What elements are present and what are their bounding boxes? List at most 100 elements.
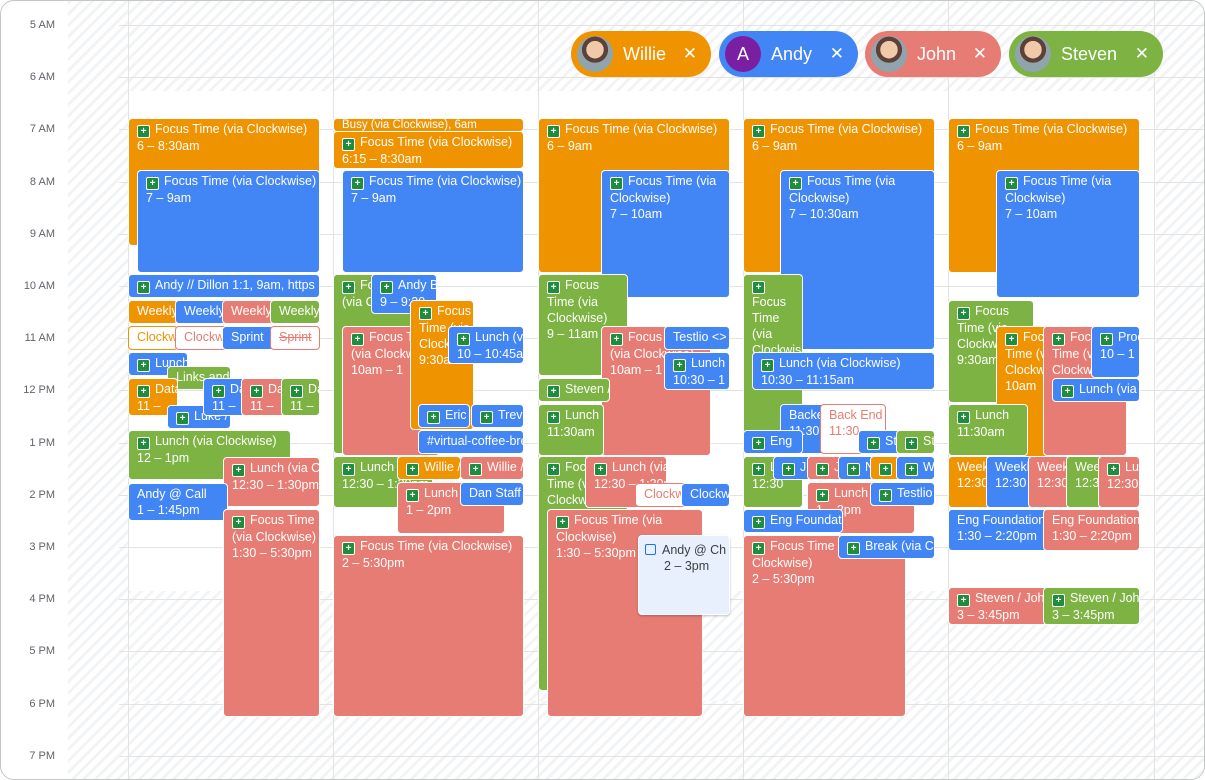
calendar-event[interactable]: +J [773, 456, 813, 480]
calendar-event[interactable]: + St [858, 430, 902, 454]
event-time: 7 – 10:30am [789, 207, 859, 221]
person-chip-andy[interactable]: A Andy ✕ [719, 31, 858, 77]
calendar-event[interactable]: + Focus Time (via Clockwise) 6:15 – 8:30am [333, 131, 524, 169]
calendar-event[interactable]: + Lunch 11:30am [948, 404, 1028, 456]
calendar-event[interactable]: + Focus Time (via Clockwise) 7 – 10am [996, 170, 1140, 298]
close-icon[interactable]: ✕ [829, 44, 844, 63]
calendar-event[interactable]: + Lunch (via Clockwise) [1052, 378, 1140, 402]
event-title-text: Focus Time (via Clockwise) [556, 513, 663, 544]
clockwise-icon: + [957, 411, 970, 424]
event-title: +Focus Time (via Clockwise) [351, 173, 523, 190]
calendar-event[interactable]: + Willie / Dan [397, 456, 461, 480]
calendar-event[interactable]: + Steven / John [538, 378, 610, 402]
off-hours-shading [68, 1, 128, 779]
calendar-event[interactable]: + Da 11 – [281, 378, 320, 416]
close-icon[interactable]: ✕ [972, 44, 987, 63]
calendar-event[interactable]: +W [896, 456, 935, 480]
event-time: 1:30 – 5:30pm [232, 546, 312, 560]
clockwise-icon: + [673, 359, 686, 372]
event-title: + Lunch (via Clockwise) [457, 329, 523, 346]
clockwise-icon: + [816, 489, 829, 502]
calendar-event[interactable]: +Lunch (via Clockwise)12:30 – 1:30pm [585, 456, 667, 508]
event-title-text: Focus Time (via Clockwise) [565, 122, 718, 136]
calendar-event[interactable]: + Focus Time (via Clockwise) 1:30 – 5:30pm [223, 509, 320, 717]
calendar-event[interactable]: Weekly [175, 300, 227, 324]
calendar-event[interactable]: + St [896, 430, 935, 454]
clockwise-icon: + [342, 281, 355, 294]
calendar-event[interactable]: Eng Foundations 1:30 – 2:20pm [948, 509, 1048, 551]
close-icon[interactable]: ✕ [682, 44, 697, 63]
event-time: 11 – [212, 399, 236, 413]
event-title-text: Focus Time (via Clockwise) [232, 513, 317, 544]
calendar-event[interactable]: + Focus Time (via Clockwise) 7 – 10:30am [780, 170, 935, 350]
calendar-event[interactable]: + Willie / Dan [460, 456, 524, 480]
person-chip-john[interactable]: John ✕ [865, 31, 1001, 77]
calendar-event[interactable]: + Trevor [471, 404, 524, 428]
calendar-event[interactable]: + Lunch (via Clockwise) 10:30 – 11:15am [752, 352, 935, 390]
calendar-event[interactable]: + Lunch (via Clockwise) 10 – 10:45am [448, 326, 524, 364]
clockwise-icon: + [342, 542, 355, 555]
calendar-event[interactable]: + Steven / John 3 – 3:45pm [1043, 587, 1140, 625]
event-title-text: Lunch (via Clockwise) [565, 408, 603, 422]
event-title: +Focus Time (via Clockwise) [752, 538, 905, 571]
calendar-event[interactable]: Sprint [270, 326, 320, 350]
event-title-text: Clockwise [690, 487, 730, 501]
clockwise-icon: + [419, 307, 432, 320]
clockwise-icon: + [232, 464, 245, 477]
calendar-event[interactable]: + Lunch 12:30 [1098, 456, 1140, 508]
calendar-event[interactable]: Weekly [222, 300, 274, 324]
calendar-event[interactable]: + Lunch (via Clockwise) 10:30 – 1 [664, 352, 730, 390]
event-time: 2 – 5:30pm [752, 572, 815, 586]
calendar-event[interactable]: Weekly [128, 300, 178, 324]
event-title-text: Focus Time (via Clockwise) [369, 174, 522, 188]
calendar-event[interactable]: + Product 10 – 1 [1091, 326, 1140, 378]
clockwise-icon: + [905, 437, 918, 450]
calendar-event[interactable]: + Steven / John 3 – 3:45pm [948, 587, 1048, 625]
calendar-event[interactable]: Testlio <> Clockwise [664, 326, 730, 350]
calendar-event[interactable]: + Focus Time (via Clockwise) 7 – 9am [342, 170, 524, 273]
calendar-event[interactable]: Clockwise [681, 483, 730, 507]
clockwise-icon: + [1005, 333, 1018, 346]
calendar-event[interactable]: + Focus Time (via Clockwise) 2 – 5:30pm [743, 535, 906, 717]
event-time: 11 – [250, 399, 274, 413]
event-title-text: Steven / John [565, 382, 609, 396]
calendar-event[interactable]: + Focus Time (via Clockwise) 7 – 9am [137, 170, 320, 273]
calendar-event[interactable]: Andy @ Ch 2 – 3pm [638, 535, 730, 615]
calendar-event[interactable]: Sprint [222, 326, 274, 350]
calendar-event[interactable]: + Andy // Dillon 1:1, 9am, https [128, 274, 320, 298]
event-title: Back End [829, 407, 885, 423]
calendar-event[interactable]: Weekly [270, 300, 320, 324]
time-label: 6 AM [29, 71, 55, 84]
event-title-text: Steven / John [1070, 591, 1140, 605]
calendar-event[interactable]: + Data T 11 – [128, 378, 178, 416]
calendar-event[interactable]: +Lunch (via Clockwise)12:30 – 1:30pm [223, 457, 320, 507]
event-title-text: Focus Time (via Clockwise) [1005, 174, 1112, 205]
clockwise-icon: + [957, 125, 970, 138]
calendar-event[interactable]: + Luke / [167, 405, 231, 429]
event-title-text: Da [268, 382, 284, 396]
event-title: Clockwise [137, 329, 177, 345]
calendar-event[interactable]: #virtual-coffee-break [418, 430, 524, 454]
event-time: 12:30 [1037, 476, 1069, 490]
calendar-event[interactable]: Andy @ Call 1 – 1:45pm [128, 483, 228, 521]
off-hours-shading [1156, 1, 1204, 779]
calendar-event[interactable]: + Eng [743, 430, 803, 454]
close-icon[interactable]: ✕ [1134, 44, 1149, 63]
calendar-event[interactable]: + Lunch (via Clockwise) 11:30am [538, 404, 604, 456]
calendar-event[interactable]: + Eric [418, 404, 470, 428]
calendar-event[interactable]: Busy (via Clockwise), 6am [333, 118, 524, 132]
calendar-event[interactable]: + Eng Foundations [743, 509, 843, 533]
event-time: 10:30 – 1 [673, 373, 726, 387]
calendar-event[interactable]: Dan Staff [460, 482, 524, 506]
person-chip-steven[interactable]: Steven ✕ [1009, 31, 1163, 77]
person-chip-willie[interactable]: Willie ✕ [571, 31, 711, 77]
calendar-event[interactable]: Clockwise [128, 326, 178, 350]
calendar-event[interactable]: Eng Foundations 1:30 – 2:20pm [1043, 509, 1140, 551]
calendar-event[interactable]: + Break (via Clockwise) [838, 535, 935, 559]
calendar-event[interactable]: Clockwise [175, 326, 227, 350]
event-time: 6 – 9am [547, 139, 593, 153]
clockwise-icon: + [380, 281, 393, 294]
calendar-event[interactable]: + Focus Time (via Clockwise) 2 – 5:30pm [333, 535, 524, 717]
calendar-event[interactable]: + Testlio - Clockwise [870, 482, 935, 506]
